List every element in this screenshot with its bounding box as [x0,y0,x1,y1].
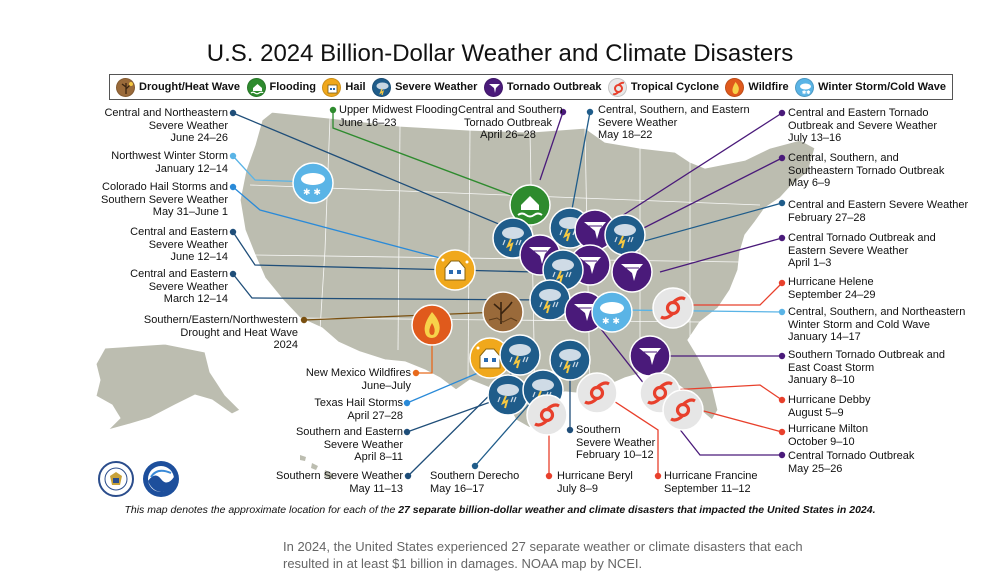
wildfire-icon [725,77,745,97]
marker-severe-feb27 [604,214,646,256]
legend-label-wildfire: Wildfire [748,81,789,93]
winter-storm-icon: ✱✱ [795,77,815,97]
label-hurricane-helene: Hurricane Helene September 24–29 [788,276,876,301]
label-upper-midwest-flooding: Upper Midwest Flooding June 16–23 [339,104,458,129]
legend-item-wildfire: Wildfire [725,77,789,97]
page-title: U.S. 2024 Billion-Dollar Weather and Cli… [206,40,794,67]
hail-icon [322,77,342,97]
legend-item-drought: Drought/Heat Wave [116,77,241,97]
noaa-logo [143,461,179,497]
label-hurricane-beryl: Hurricane Beryl July 8–9 [557,470,633,495]
image-caption: In 2024, the United States experienced 2… [283,539,803,571]
marker-severe-mar12 [529,279,571,321]
drought-icon [116,77,135,97]
tornado-icon [483,77,503,97]
marker-flooding-upper-midwest [509,184,551,226]
label-tornado-april1: Central Tornado Outbreak and Eastern Seve… [788,232,936,269]
map-note: This map denotes the approximate locatio… [0,504,1000,516]
legend-item-tornado: Tornado Outbreak [483,77,602,97]
label-northwest-winter-storm: Northwest Winter Storm January 12–14 [111,150,228,175]
marker-wildfire-nm [411,304,453,346]
legend-item-tropical-cyclone: Tropical Cyclone [607,77,719,97]
label-severe-may18: Central, Southern, and Eastern Severe Wea… [598,104,750,141]
legend-item-hail: Hail [322,77,366,97]
doc-seal-logo [98,461,134,497]
label-severe-feb27: Central and Eastern Severe Weather Februa… [788,199,969,224]
label-tornado-may25: Central Tornado Outbreak May 25–26 [788,450,915,475]
label-winter-jan14: Central, Southern, and Northeastern Winte… [788,306,966,343]
svg-text:✱✱: ✱✱ [802,90,811,96]
legend-item-flooding: Flooding [246,77,316,97]
marker-severe-may11 [487,374,529,416]
label-nm-wildfires: New Mexico Wildfires June–July [305,367,411,392]
tropical-cyclone-icon [607,77,627,97]
legend-label-hail: Hail [345,81,366,93]
legend-label-tornado: Tornado Outbreak [506,81,602,93]
legend-label-drought: Drought/Heat Wave [139,81,241,93]
legend: Drought/Heat Wave Flooding Hail Severe W… [109,74,953,100]
label-tornado-july13: Central and Eastern Tornado Outbreak and … [788,107,937,144]
label-central-northeastern-severe: Central and Northeastern Severe Weather Ju… [104,107,228,144]
legend-label-severe-weather: Severe Weather [395,81,478,93]
legend-label-tropical-cyclone: Tropical Cyclone [630,81,719,93]
marker-winter-jan14: ✱ ✱ [591,291,633,333]
svg-text:✱ ✱: ✱ ✱ [602,317,620,327]
marker-milton [662,389,704,431]
marker-tornado-apr1 [611,251,653,293]
label-severe-feb10: Southern Severe Weather February 10–12 [576,424,656,461]
label-hurricane-francine: Hurricane Francine September 11–12 [664,470,758,495]
legend-label-winter-storm: Winter Storm/Cold Wave [818,81,946,93]
svg-text:✱ ✱: ✱ ✱ [303,188,321,198]
label-southern-derecho: Southern Derecho May 16–17 [430,470,520,495]
legend-label-flooding: Flooding [269,81,316,93]
marker-severe-apr8 [499,334,541,376]
label-colorado-hail: Colorado Hail Storms and Southern Severe … [101,181,228,218]
label-severe-april8: Southern and Eastern Severe Weather April … [295,426,403,463]
label-hurricane-debby: Hurricane Debby August 5–9 [788,394,871,419]
label-hurricane-milton: Hurricane Milton October 9–10 [788,423,869,448]
label-texas-hail: Texas Hail Storms April 27–28 [314,397,403,422]
marker-beryl [526,394,568,436]
label-severe-june12: Central and Eastern Severe Weather June 12… [130,226,228,263]
label-tornado-may6: Central, Southern, and Southeastern Torna… [788,152,945,189]
legend-item-severe-weather: Severe Weather [372,77,478,97]
map-note-bold: 27 separate billion-dollar weather and c… [398,504,876,516]
marker-drought [482,291,524,333]
marker-francine [576,372,618,414]
map-note-text: This map denotes the approximate locatio… [124,504,399,516]
label-drought: Southern/Eastern/Northwestern Drought and… [143,314,298,351]
label-tornado-jan8: Southern Tornado Outbreak and East Coast … [788,349,945,386]
marker-helene [652,287,694,329]
label-severe-march12: Central and Eastern Severe Weather March 1… [130,268,228,305]
label-severe-may11: Southern Severe Weather May 11–13 [276,470,403,495]
marker-severe-feb10 [549,339,591,381]
flooding-icon [246,77,266,97]
severe-weather-icon [372,77,392,97]
marker-winter-northwest: ✱ ✱ [292,162,334,204]
label-tornado-april26: Central and Southern Tornado Outbreak Apri… [458,104,563,141]
marker-tornado-jan8 [629,335,671,377]
marker-hail-colorado [434,249,476,291]
legend-item-winter-storm: ✱✱ Winter Storm/Cold Wave [795,77,946,97]
